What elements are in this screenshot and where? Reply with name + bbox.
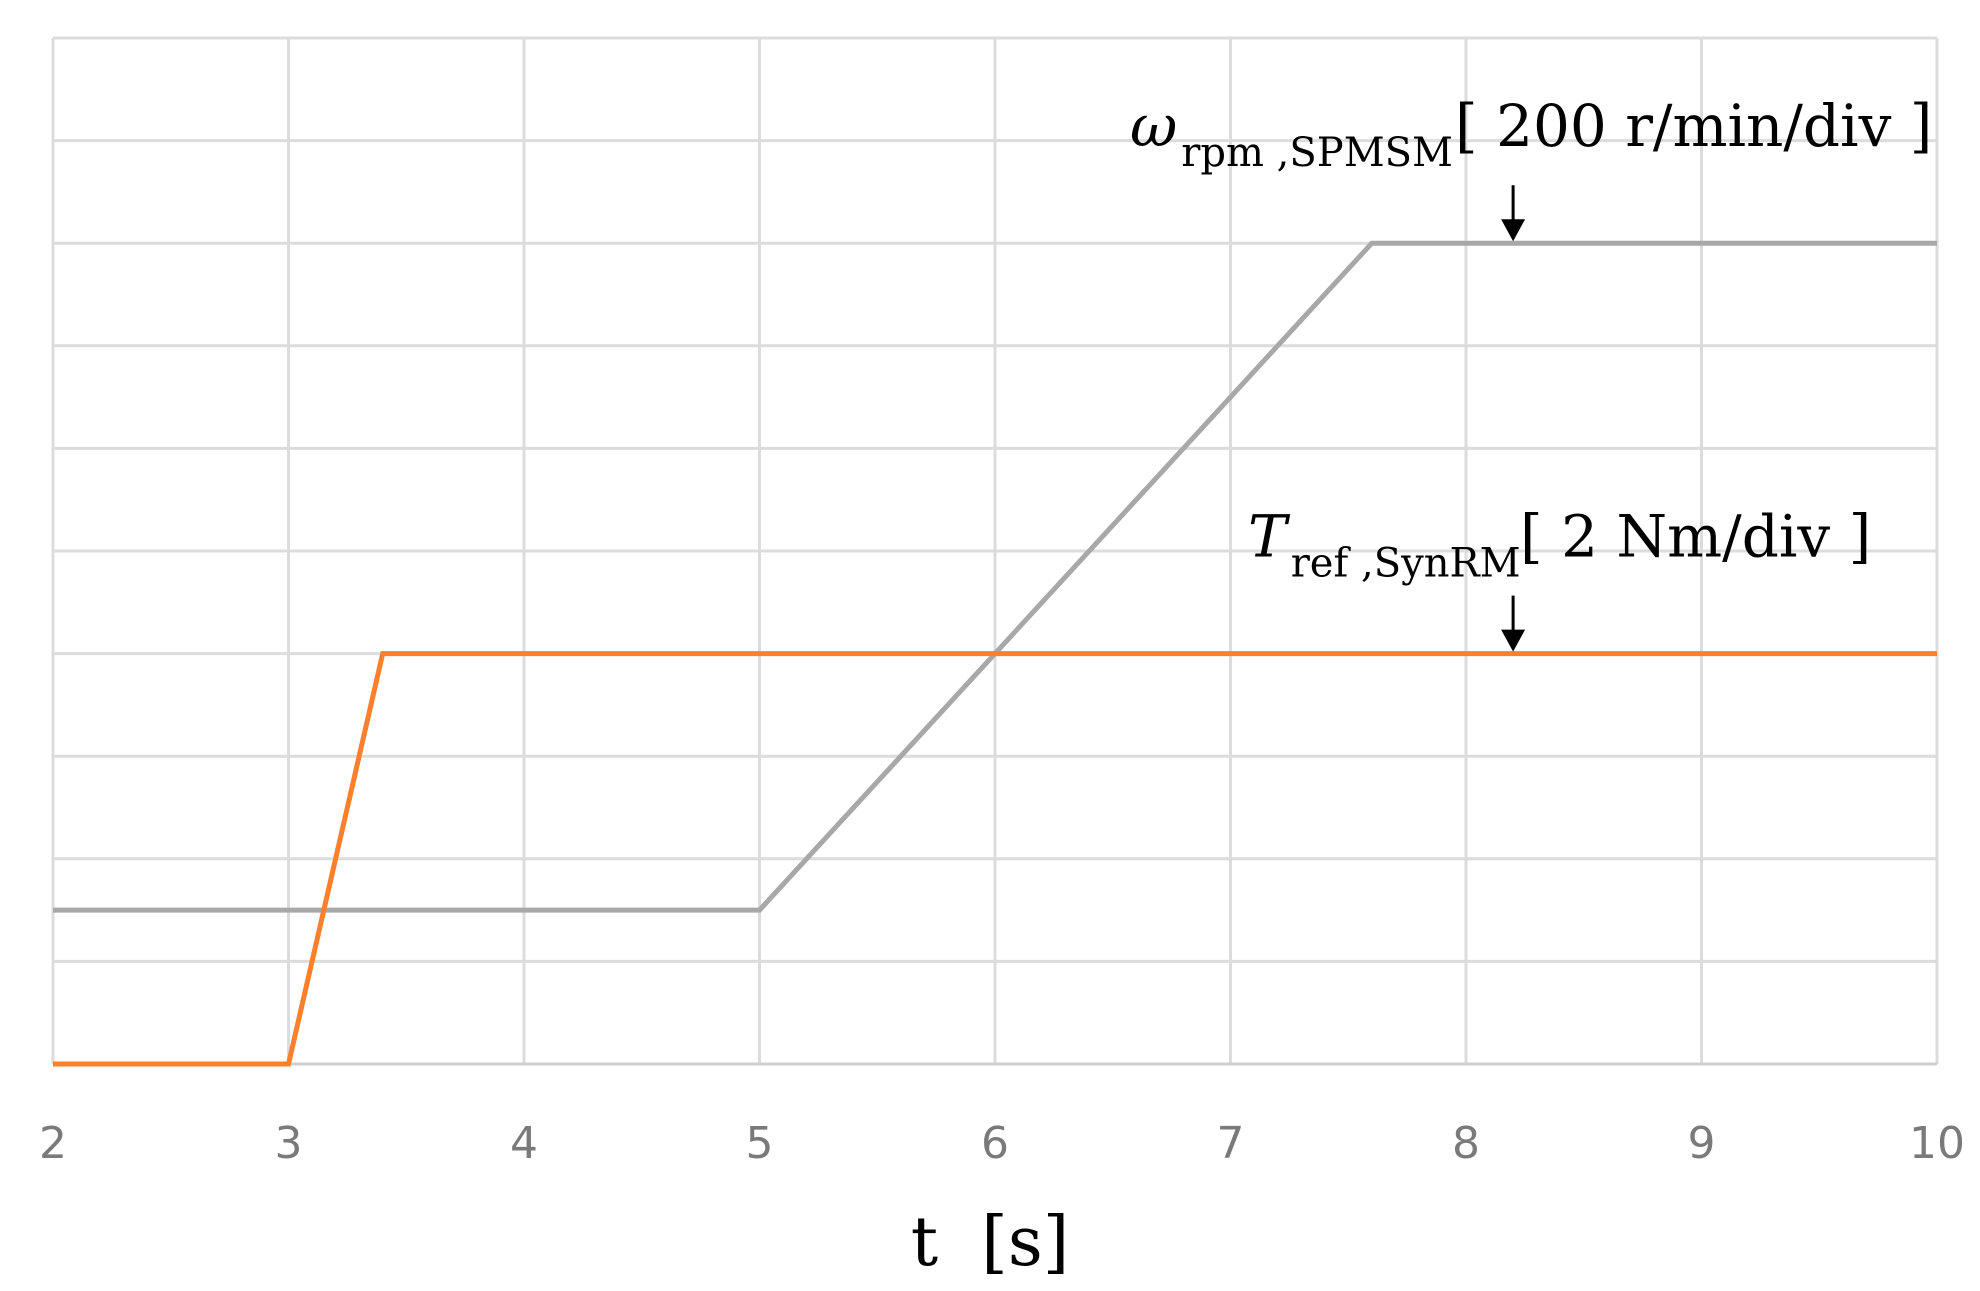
x-axis-label: t [s] <box>911 1203 1070 1282</box>
annotation-label: ω rpm ,SPMSM <box>1130 92 1453 176</box>
series-line-1 <box>53 240 1937 913</box>
x-tick-label: 2 <box>39 1118 67 1169</box>
annotation-1: ω rpm ,SPMSM[ 200 r/min/div ] <box>1130 92 1932 242</box>
x-tick-label: 3 <box>275 1118 303 1169</box>
annotation-symbol: ω <box>1130 92 1177 160</box>
annotation-scale: [ 2 Nm/div ] <box>1520 503 1871 571</box>
x-tick-label: 4 <box>510 1118 538 1169</box>
annotation-arrow-head <box>1501 629 1526 652</box>
x-tick-label: 6 <box>981 1118 1009 1169</box>
annotation-symbol: T <box>1248 503 1291 571</box>
x-tick-label: 8 <box>1452 1118 1480 1169</box>
x-tick-label: 7 <box>1217 1118 1245 1169</box>
x-tick-label: 5 <box>746 1118 774 1169</box>
annotation-arrow-head <box>1501 219 1526 242</box>
annotation-subscript: ref ,SynRM <box>1291 541 1521 587</box>
annotations: ω rpm ,SPMSM[ 200 r/min/div ]T ref ,SynRM[… <box>1130 92 1932 652</box>
x-tick-labels: 2 3 4 5 6 7 8 9 10 <box>39 1118 1965 1169</box>
annotation-subscript: rpm ,SPMSM <box>1181 130 1453 176</box>
annotation-scale: [ 200 r/min/div ] <box>1455 92 1932 160</box>
series-layer <box>53 240 1937 1067</box>
series-line-2 <box>53 651 1937 1067</box>
x-tick-label: 9 <box>1688 1118 1716 1169</box>
x-tick-label: 10 <box>1909 1118 1965 1169</box>
